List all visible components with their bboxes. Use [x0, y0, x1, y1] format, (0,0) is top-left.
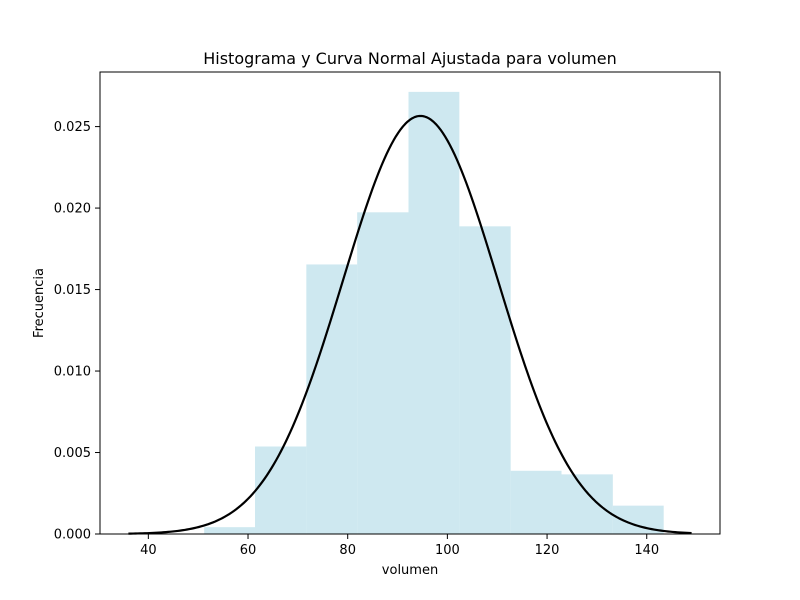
histogram-bar [357, 212, 409, 534]
y-tick-label: 0.015 [54, 283, 91, 298]
x-tick-label: 40 [140, 543, 157, 558]
y-tick-label: 0.020 [54, 202, 91, 217]
histogram-bar [306, 264, 358, 534]
histogram-bar [459, 226, 511, 534]
x-tick-label: 100 [435, 543, 460, 558]
chart-title: Histograma y Curva Normal Ajustada para … [203, 49, 617, 68]
normal-curve-line [128, 114, 692, 535]
x-axis: 40 60 80 100 120 140 [140, 534, 659, 558]
plot-frame [99, 71, 721, 535]
histogram-bar [510, 470, 562, 534]
histogram-bar [255, 446, 307, 534]
y-tick-label: 0.005 [54, 446, 91, 461]
x-tick-label: 140 [634, 543, 659, 558]
x-tick-label: 60 [240, 543, 257, 558]
y-tick-label: 0.010 [54, 365, 91, 380]
y-axis: 0.000 0.005 0.010 0.015 0.020 0.025 [54, 120, 100, 543]
histogram-bar [561, 474, 613, 534]
histogram-bar [408, 91, 460, 534]
y-tick-label: 0.000 [54, 528, 91, 543]
x-tick-label: 80 [339, 543, 356, 558]
histogram-bar [204, 527, 255, 534]
y-tick-label: 0.025 [54, 120, 91, 135]
histogram-bars [204, 91, 664, 534]
y-axis-label: Frecuencia [32, 268, 47, 338]
x-tick-label: 120 [535, 543, 560, 558]
x-axis-label: volumen [382, 563, 438, 578]
